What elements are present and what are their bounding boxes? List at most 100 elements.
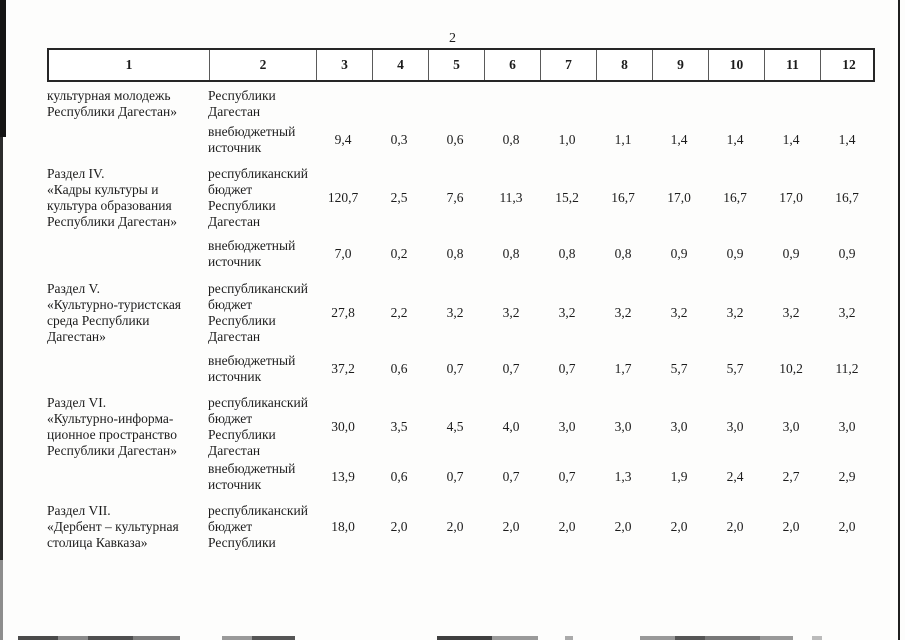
value-cell: 1,4 <box>838 132 856 147</box>
value-cell: 0,9 <box>782 246 800 261</box>
value-cell: 0,8 <box>502 132 520 147</box>
table-row: внебюджетный источник 13,9 0,6 0,7 0,7 0,7 1,3… <box>47 461 875 493</box>
value-cell: 3,0 <box>782 419 800 434</box>
section-title: культурная молодежь Республики Дагестан» <box>47 88 178 119</box>
value-cell: 11,3 <box>499 190 523 205</box>
section-title: Раздел IV. «Кадры культуры и культура об… <box>47 166 178 229</box>
value-cell: 3,0 <box>670 419 688 434</box>
value-cell: 0,6 <box>390 469 408 484</box>
funding-source: Республики Дагестан <box>208 88 276 119</box>
value-cell: 1,9 <box>670 469 688 484</box>
value-cell <box>315 88 371 120</box>
header-cell-3: 3 <box>317 50 373 80</box>
scan-artifact-left-bar-bottom <box>0 560 3 640</box>
header-cell-1: 1 <box>49 50 210 80</box>
header-cell-5: 5 <box>429 50 485 80</box>
value-cell: 2,0 <box>614 519 632 534</box>
value-cell: 0,6 <box>446 132 464 147</box>
value-cell: 3,2 <box>782 305 800 320</box>
value-cell: 0,7 <box>502 469 520 484</box>
table-row: внебюджетный источник 9,4 0,3 0,6 0,8 1,0 1,1 1… <box>47 124 875 156</box>
value-cell: 2,9 <box>838 469 856 484</box>
header-cell-9: 9 <box>653 50 709 80</box>
value-cell: 5,7 <box>726 361 744 376</box>
cutoff-text-fragment <box>58 636 88 640</box>
value-cell: 0,8 <box>502 246 520 261</box>
cutoff-text-fragment <box>640 636 675 640</box>
value-cell: 3,2 <box>670 305 688 320</box>
value-cell: 0,7 <box>446 361 464 376</box>
header-cell-10: 10 <box>709 50 765 80</box>
value-cell: 17,0 <box>667 190 691 205</box>
value-cell: 3,0 <box>614 419 632 434</box>
value-cell: 0,3 <box>390 132 408 147</box>
value-cell: 17,0 <box>779 190 803 205</box>
funding-source: республиканский бюджет Республики Дагест… <box>208 166 308 229</box>
value-cell: 2,0 <box>390 519 408 534</box>
value-cell: 1,3 <box>614 469 632 484</box>
value-cell: 16,7 <box>835 190 859 205</box>
scan-artifact-left-bar-top <box>0 0 6 137</box>
value-cell: 3,2 <box>838 305 856 320</box>
value-cell: 0,6 <box>390 361 408 376</box>
value-cell: 30,0 <box>331 419 355 434</box>
table-row: Раздел VI. «Культурно-информа- ционное п… <box>47 395 875 459</box>
value-cell: 2,4 <box>726 469 744 484</box>
value-cell: 0,7 <box>558 469 576 484</box>
table-row: внебюджетный источник 37,2 0,6 0,7 0,7 0,7 1,7… <box>47 353 875 385</box>
value-cell: 18,0 <box>331 519 355 534</box>
value-cell <box>651 88 707 120</box>
table-row: Раздел VII. «Дербент – культурная столиц… <box>47 503 875 551</box>
page-number: 2 <box>449 31 456 46</box>
funding-source: республиканский бюджет Республики Дагест… <box>208 281 308 344</box>
funding-source: внебюджетный источник <box>208 461 296 492</box>
cutoff-text-fragment <box>492 636 538 640</box>
value-cell: 3,0 <box>558 419 576 434</box>
header-cell-6: 6 <box>485 50 541 80</box>
value-cell <box>483 88 539 120</box>
header-cell-12: 12 <box>842 57 856 72</box>
value-cell <box>819 88 875 120</box>
section-title: Раздел VII. «Дербент – культурная столиц… <box>47 503 179 550</box>
cutoff-text-fragment <box>812 636 822 640</box>
value-cell: 7,0 <box>334 246 352 261</box>
table-row: внебюджетный источник 7,0 0,2 0,8 0,8 0,8 0,8 0… <box>47 238 875 270</box>
value-cell: 1,4 <box>670 132 688 147</box>
value-cell <box>763 88 819 120</box>
section-title <box>47 353 208 385</box>
value-cell: 0,7 <box>502 361 520 376</box>
funding-source: внебюджетный источник <box>208 124 296 155</box>
section-title <box>47 124 208 156</box>
value-cell <box>707 88 763 120</box>
table-row: культурная молодежь Республики Дагестан»… <box>47 88 875 120</box>
header-cell-4: 4 <box>373 50 429 80</box>
value-cell: 27,8 <box>331 305 355 320</box>
value-cell: 2,0 <box>782 519 800 534</box>
value-cell: 1,7 <box>614 361 632 376</box>
scan-artifact-right-line <box>898 0 900 640</box>
table-row: Раздел V. «Культурно-туристская среда Ре… <box>47 281 875 345</box>
value-cell: 2,7 <box>782 469 800 484</box>
value-cell: 0,8 <box>446 246 464 261</box>
value-cell: 0,9 <box>838 246 856 261</box>
section-title <box>47 461 208 493</box>
section-title: Раздел VI. «Культурно-информа- ционное п… <box>47 395 178 458</box>
cutoff-text-fragment <box>18 636 58 640</box>
value-cell: 13,9 <box>331 469 355 484</box>
value-cell <box>427 88 483 120</box>
table-header-row: 1 2 3 4 5 6 7 8 9 10 11 12 <box>47 48 875 82</box>
value-cell: 16,7 <box>611 190 635 205</box>
value-cell: 16,7 <box>723 190 747 205</box>
cutoff-text-fragment <box>133 636 180 640</box>
value-cell: 1,4 <box>726 132 744 147</box>
value-cell: 1,0 <box>558 132 576 147</box>
value-cell: 2,5 <box>390 190 408 205</box>
value-cell: 0,9 <box>726 246 744 261</box>
value-cell: 1,4 <box>782 132 800 147</box>
value-cell: 4,5 <box>446 419 464 434</box>
value-cell: 2,0 <box>670 519 688 534</box>
value-cell: 0,9 <box>670 246 688 261</box>
value-cell: 2,2 <box>390 305 408 320</box>
value-cell: 11,2 <box>835 361 859 376</box>
value-cell: 0,7 <box>446 469 464 484</box>
